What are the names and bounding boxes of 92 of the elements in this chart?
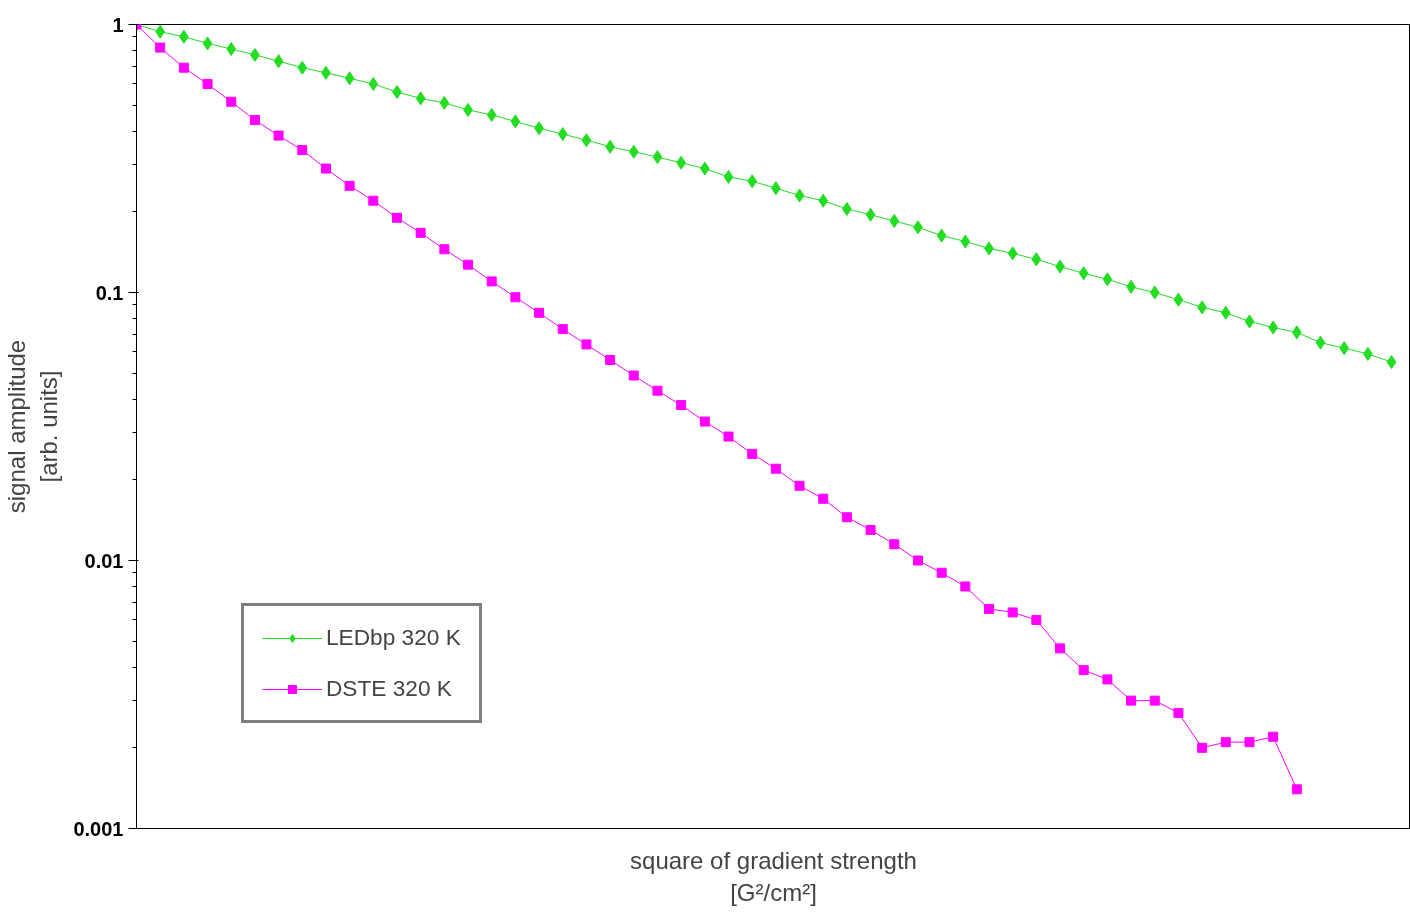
- point: [818, 193, 829, 208]
- point: [794, 188, 805, 203]
- point: [1149, 285, 1160, 300]
- point: [1244, 737, 1255, 748]
- point: [1055, 643, 1066, 654]
- point: [699, 161, 710, 176]
- point: [652, 385, 663, 396]
- point: [1268, 731, 1279, 742]
- y-tick-label: 0.01: [84, 549, 124, 572]
- point: [226, 96, 237, 107]
- point: [273, 130, 284, 141]
- point: [936, 228, 947, 243]
- point: [983, 603, 994, 614]
- point: [747, 448, 758, 459]
- point: [1126, 695, 1137, 706]
- point: [1173, 292, 1184, 307]
- point: [1315, 335, 1326, 350]
- point: [297, 60, 308, 75]
- point: [889, 213, 900, 228]
- point: [320, 163, 331, 174]
- point: [273, 54, 284, 69]
- point: [960, 234, 971, 249]
- point: [1007, 607, 1018, 618]
- legend-label: DSTE 320 K: [326, 675, 452, 702]
- point: [652, 150, 663, 165]
- point: [581, 339, 592, 350]
- point: [1291, 784, 1302, 795]
- point: [1078, 266, 1089, 281]
- point: [510, 292, 521, 303]
- y-tick-label: 1: [112, 13, 124, 36]
- point: [960, 581, 971, 592]
- point: [628, 144, 639, 159]
- point: [439, 95, 450, 110]
- point: [1339, 341, 1350, 356]
- point: [676, 400, 687, 411]
- point: [912, 555, 923, 566]
- point: [723, 169, 734, 184]
- point: [1220, 737, 1231, 748]
- point: [936, 567, 947, 578]
- point: [605, 354, 616, 365]
- point: [415, 91, 426, 106]
- point: [344, 71, 355, 86]
- point: [1031, 252, 1042, 267]
- point: [344, 180, 355, 191]
- point: [699, 416, 710, 427]
- point: [249, 115, 260, 126]
- point: [794, 480, 805, 491]
- point: [1244, 314, 1255, 329]
- point: [155, 24, 166, 39]
- point: [1007, 246, 1018, 261]
- point: [581, 133, 592, 148]
- point: [463, 259, 474, 270]
- point: [202, 36, 213, 51]
- point: [723, 431, 734, 442]
- point: [1173, 707, 1184, 718]
- point: [155, 42, 166, 53]
- point: [1078, 665, 1089, 676]
- point: [770, 463, 781, 474]
- point: [841, 512, 852, 523]
- point: [226, 42, 237, 57]
- point: [865, 524, 876, 535]
- point: [1031, 614, 1042, 625]
- point: [486, 276, 497, 287]
- point: [628, 370, 639, 381]
- point: [747, 174, 758, 189]
- y-tick-label: 0.1: [95, 281, 124, 304]
- point: [178, 62, 189, 73]
- point: [1149, 695, 1160, 706]
- point: [368, 195, 379, 206]
- point: [534, 307, 545, 318]
- point: [486, 107, 497, 122]
- y-axis-title: signal amplitude [arb. units]: [3, 339, 63, 514]
- point: [202, 78, 213, 89]
- point: [1102, 674, 1113, 685]
- point: [297, 145, 308, 156]
- point: [889, 539, 900, 550]
- point: [1102, 272, 1113, 287]
- point: [865, 207, 876, 222]
- point: [818, 493, 829, 504]
- legend-label: LEDbp 320 K: [326, 624, 461, 651]
- point: [415, 227, 426, 238]
- point: [439, 244, 450, 255]
- point: [510, 114, 521, 129]
- point: [1386, 355, 1397, 370]
- y-tick-label: 0.001: [73, 817, 124, 840]
- point: [1197, 742, 1208, 753]
- point: [557, 324, 568, 335]
- point: [557, 127, 568, 142]
- point: [1220, 305, 1231, 320]
- x-axis-title: square of gradient strength [G²/cm²]: [630, 846, 917, 906]
- point: [391, 212, 402, 223]
- point: [368, 76, 379, 91]
